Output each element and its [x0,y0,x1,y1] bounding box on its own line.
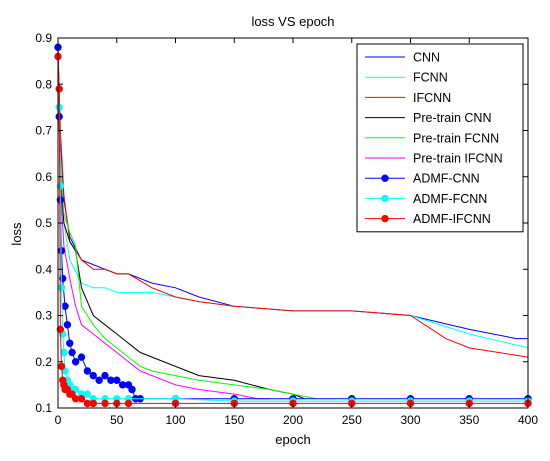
data-point-admf-ifcnn [124,399,133,408]
y-axis-ticks: 0.1 0.2 0.3 0.4 0.5 0.6 0.7 0.8 0.9 [35,31,528,415]
legend-marker-admf-fcnn [381,194,389,203]
legend-entry-pre-train-ifcnn: Pre-train IFCNN [365,152,503,166]
data-point-admf-cnn [61,302,69,310]
y-tick-label: 0.8 [35,77,52,91]
data-point-admf-ifcnn [77,395,86,403]
y-tick-label: 0.6 [35,170,52,184]
data-point-admf-ifcnn [89,399,97,408]
series-pre-train-fcnn [57,42,317,400]
y-tick-label: 0.3 [35,309,52,323]
x-tick-label: 350 [459,413,479,427]
legend-label-pre-train-fcnn: Pre-train FCNN [413,131,499,145]
data-point-admf-cnn [83,367,92,375]
legend-label-admf-cnn: ADMF-CNN [413,172,480,186]
x-axis-label: epoch [275,432,310,447]
data-point-admf-ifcnn [57,362,66,371]
x-tick-label: 100 [165,413,185,427]
y-tick-label: 0.1 [35,401,52,415]
data-point-admf-cnn [95,376,103,384]
legend-entry-pre-train-cnn: Pre-train CNN [365,111,492,125]
data-point-admf-cnn [101,371,109,380]
x-tick-label: 150 [224,413,244,427]
legend-label-admf-fcnn: ADMF-FCNN [413,192,487,206]
y-tick-label: 0.2 [35,355,52,369]
data-point-admf-cnn [68,348,76,357]
x-tick-label: 200 [283,413,303,427]
data-point-admf-cnn [128,385,136,394]
y-tick-label: 0.9 [35,31,52,45]
legend-marker-admf-cnn [381,174,389,182]
data-point-admf-cnn [63,321,72,329]
x-tick-label: 0 [55,413,62,427]
data-point-admf-ifcnn [55,85,63,93]
chart-title: loss VS epoch [251,14,334,29]
legend-marker-admf-ifcnn [381,214,389,223]
data-point-admf-fcnn [83,390,92,398]
x-tick-label: 400 [518,413,538,427]
legend-entry-pre-train-fcnn: Pre-train FCNN [365,131,499,145]
data-point-admf-cnn [66,339,74,347]
legend-label-ifcnn: IFCNN [413,91,451,105]
data-point-admf-fcnn [57,284,66,292]
legend-label-fcnn: FCNN [413,71,448,85]
data-point-admf-cnn [89,371,97,380]
x-axis-ticks: 0 50 100 150 200 250 300 350 400 [55,38,538,427]
data-point-admf-fcnn [56,182,65,190]
x-tick-label: 250 [342,413,362,427]
series-pre-train-cnn [57,47,305,400]
y-tick-label: 0.4 [35,262,52,276]
series-line-pre-train-fcnn [57,42,317,400]
series-layer [54,42,532,408]
series-line-pre-train-cnn [57,47,305,400]
data-point-admf-cnn [77,353,86,361]
legend-label-pre-train-ifcnn: Pre-train IFCNN [413,152,503,166]
data-point-admf-cnn [113,376,121,384]
legend-entry-admf-ifcnn: ADMF-IFCNN [365,212,491,226]
y-tick-label: 0.7 [35,124,52,138]
legend: CNN FCNN IFCNN Pre-train CNN Pre-train FCNN P… [356,43,524,233]
legend-label-cnn: CNN [413,51,440,65]
legend-entry-admf-fcnn: ADMF-FCNN [365,192,487,206]
legend-entry-admf-cnn: ADMF-CNN [365,172,480,186]
legend-entry-ifcnn: IFCNN [365,91,451,105]
x-tick-label: 50 [110,413,124,427]
series-line-pre-train-ifcnn [57,47,270,400]
legend-label-admf-ifcnn: ADMF-IFCNN [413,212,491,226]
data-point-admf-ifcnn [101,399,109,408]
y-tick-label: 0.5 [35,216,52,230]
series-pre-train-ifcnn [57,47,270,400]
legend-entry-cnn: CNN [365,51,440,65]
legend-entry-fcnn: FCNN [365,71,448,85]
data-point-admf-cnn [71,358,80,366]
y-axis-label: loss [9,222,24,246]
data-point-admf-ifcnn [56,325,65,334]
x-tick-label: 300 [400,413,420,427]
legend-label-pre-train-cnn: Pre-train CNN [413,111,492,125]
